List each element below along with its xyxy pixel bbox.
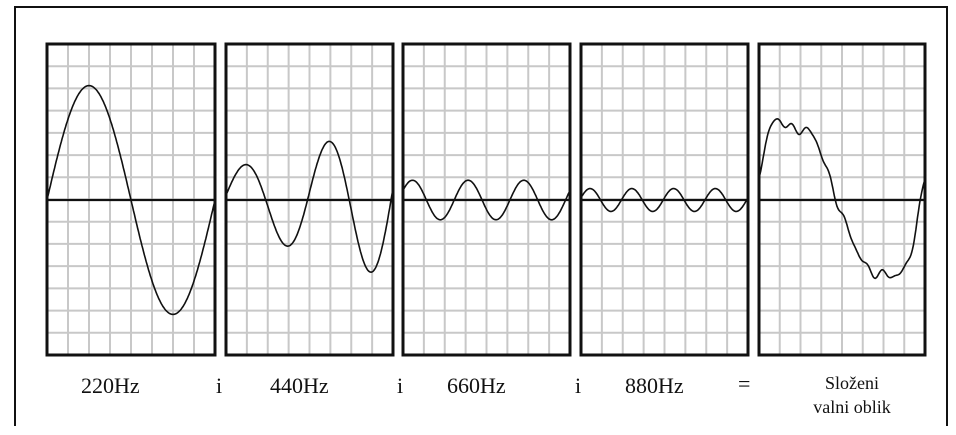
waveform-trace (46, 84, 216, 316)
label-composite-line1: Složeni (825, 373, 879, 393)
panel-660hz (401, 42, 572, 357)
operator-and-3: i (575, 373, 582, 398)
operator-and-1: i (216, 373, 223, 398)
figure-frame (14, 6, 948, 426)
label-composite-line2: valni oblik (813, 397, 891, 417)
panel-frame (757, 42, 927, 357)
panel-880hz (579, 42, 750, 357)
label-660hz: 660Hz (447, 373, 506, 398)
label-440hz: 440Hz (270, 373, 329, 398)
label-220hz: 220Hz (81, 373, 140, 398)
waveform-trace (758, 117, 926, 280)
waveform-trace (402, 179, 571, 221)
panel-frame (224, 42, 395, 357)
panel-frame (401, 42, 572, 357)
operator-and-2: i (397, 373, 404, 398)
panel-frame (45, 42, 217, 357)
panel-440hz (224, 42, 395, 357)
panel-frame (579, 42, 750, 357)
panel-composite (757, 42, 927, 357)
waveform-trace (225, 140, 394, 274)
label-880hz: 880Hz (625, 373, 684, 398)
waveform-trace (580, 187, 749, 213)
operator-equals: = (738, 371, 751, 396)
panel-220hz (45, 42, 217, 357)
